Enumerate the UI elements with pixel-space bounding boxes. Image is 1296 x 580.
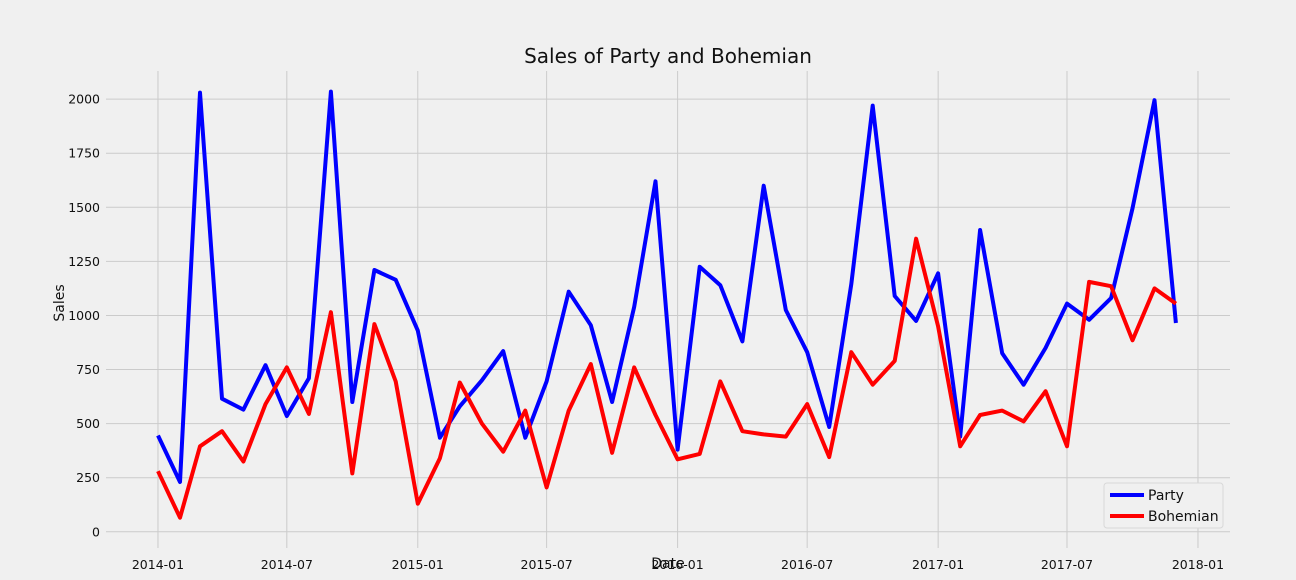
legend-label: Bohemian <box>1148 509 1219 525</box>
x-tick-label: 2017-01 <box>912 557 964 572</box>
x-tick-label: 2016-07 <box>781 557 833 572</box>
legend: Party Bohemian <box>1104 483 1223 528</box>
y-tick-label: 500 <box>76 416 100 431</box>
y-axis-label: Sales <box>52 284 68 321</box>
y-tick-label: 750 <box>76 362 100 377</box>
y-tick-label: 2000 <box>68 92 100 107</box>
y-tick-label: 1500 <box>68 200 100 215</box>
y-tick-label: 0 <box>92 524 100 539</box>
y-tick-label: 1000 <box>68 308 100 323</box>
y-axis: 0 250 500 750 1000 1250 1500 1750 2000 <box>68 92 100 540</box>
y-tick-label: 1250 <box>68 254 100 269</box>
x-tick-label: 2018-01 <box>1172 557 1224 572</box>
y-tick-label: 250 <box>76 470 100 485</box>
x-tick-label: 2017-07 <box>1041 557 1093 572</box>
y-tick-label: 1750 <box>68 146 100 161</box>
x-tick-label: 2014-07 <box>261 557 313 572</box>
chart-title: Sales of Party and Bohemian <box>524 44 812 68</box>
x-tick-label: 2014-01 <box>132 557 184 572</box>
x-axis-label: Date <box>651 556 684 572</box>
legend-label: Party <box>1148 488 1184 504</box>
x-tick-label: 2015-01 <box>392 557 444 572</box>
x-tick-label: 2015-07 <box>521 557 573 572</box>
